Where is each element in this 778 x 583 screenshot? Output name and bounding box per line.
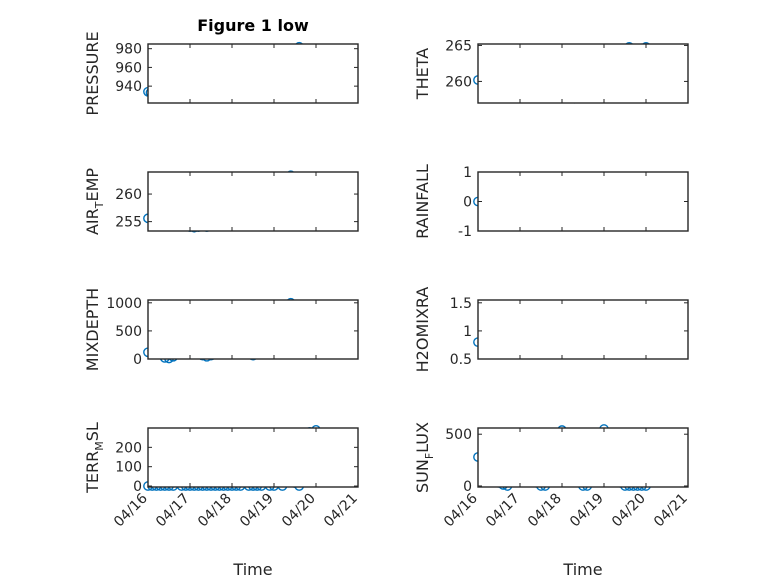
y-axis-label: MIXDEPTH xyxy=(83,288,102,371)
subplot-6: 0.5 1 1.5 H2OMIXRA xyxy=(413,287,689,373)
subplot-8: 0 500 04/16 04/17 04/18 04/19 04/20 04/21 SUNFLU… xyxy=(413,422,691,579)
y-tick-label: 100 xyxy=(115,460,142,476)
y-axis-label: PRESSURE xyxy=(83,31,102,115)
axes-frame xyxy=(147,43,359,104)
y-tick-label: 1000 xyxy=(106,296,142,312)
y-axis-label: SUNFLUX xyxy=(413,422,436,493)
y-tick-label: 260 xyxy=(445,74,472,90)
x-tick-label: 04/16 xyxy=(111,490,151,530)
x-tick-label: 04/19 xyxy=(237,491,277,531)
axes-frame xyxy=(477,299,689,360)
subplot-3: 255 260 AIRTEMP xyxy=(83,168,359,235)
y-axis-label: RAINFALL xyxy=(413,164,432,239)
y-tick-label: 500 xyxy=(445,427,472,443)
y-tick-label: 0 xyxy=(133,352,142,368)
y-tick-label: -1 xyxy=(458,224,472,240)
x-axis-label: Time xyxy=(562,560,602,579)
subplot-4: -1 0 1 RAINFALL xyxy=(413,164,689,240)
subplot-2: 260 265 THETA xyxy=(413,38,689,104)
axes-frame xyxy=(477,427,689,488)
y-tick-label: 255 xyxy=(115,215,142,231)
y-tick-label: 1 xyxy=(463,324,472,340)
y-tick-label: 1 xyxy=(463,165,472,181)
axes-frame xyxy=(477,43,689,104)
y-tick-label: 260 xyxy=(115,187,142,203)
y-tick-label: 960 xyxy=(115,60,142,76)
axes-frame xyxy=(147,427,359,488)
y-tick-label: 500 xyxy=(115,324,142,340)
x-tick-label: 04/19 xyxy=(567,491,607,531)
subplot-1: 940 960 980 PRESSURE xyxy=(83,31,359,116)
y-tick-label: 200 xyxy=(115,440,142,456)
subplot-7: 0 100 200 04/16 04/17 04/18 04/19 04/20 04/21 TER… xyxy=(83,422,361,579)
figure-title: Figure 1 low xyxy=(197,16,309,35)
x-tick-label: 04/17 xyxy=(483,491,523,531)
y-axis-label: AIRTEMP xyxy=(83,168,106,235)
y-tick-label: 0.5 xyxy=(450,352,472,368)
y-tick-label: 980 xyxy=(115,42,142,58)
y-tick-label: 265 xyxy=(445,38,472,54)
x-tick-label: 04/18 xyxy=(195,491,235,531)
x-axis-label: Time xyxy=(232,560,272,579)
axes-frame xyxy=(147,171,359,232)
y-axis-label: THETA xyxy=(413,48,432,100)
y-tick-label: 0 xyxy=(463,195,472,211)
x-tick-label: 04/18 xyxy=(525,491,565,531)
x-tick-label: 04/20 xyxy=(609,491,649,531)
x-tick-label: 04/20 xyxy=(279,491,319,531)
x-tick-label: 04/21 xyxy=(651,491,691,531)
axes-frame xyxy=(147,299,359,360)
y-tick-label: 0 xyxy=(463,479,472,495)
x-tick-label: 04/16 xyxy=(441,490,481,530)
x-tick-label: 04/17 xyxy=(153,491,193,531)
y-axis-label: TERRMSL xyxy=(83,422,106,494)
axes-frame xyxy=(477,171,689,232)
y-tick-label: 0 xyxy=(133,479,142,495)
y-tick-label: 1.5 xyxy=(450,296,472,312)
y-axis-label: H2OMIXRA xyxy=(413,287,432,373)
x-tick-label: 04/21 xyxy=(321,491,361,531)
y-tick-label: 940 xyxy=(115,79,142,95)
